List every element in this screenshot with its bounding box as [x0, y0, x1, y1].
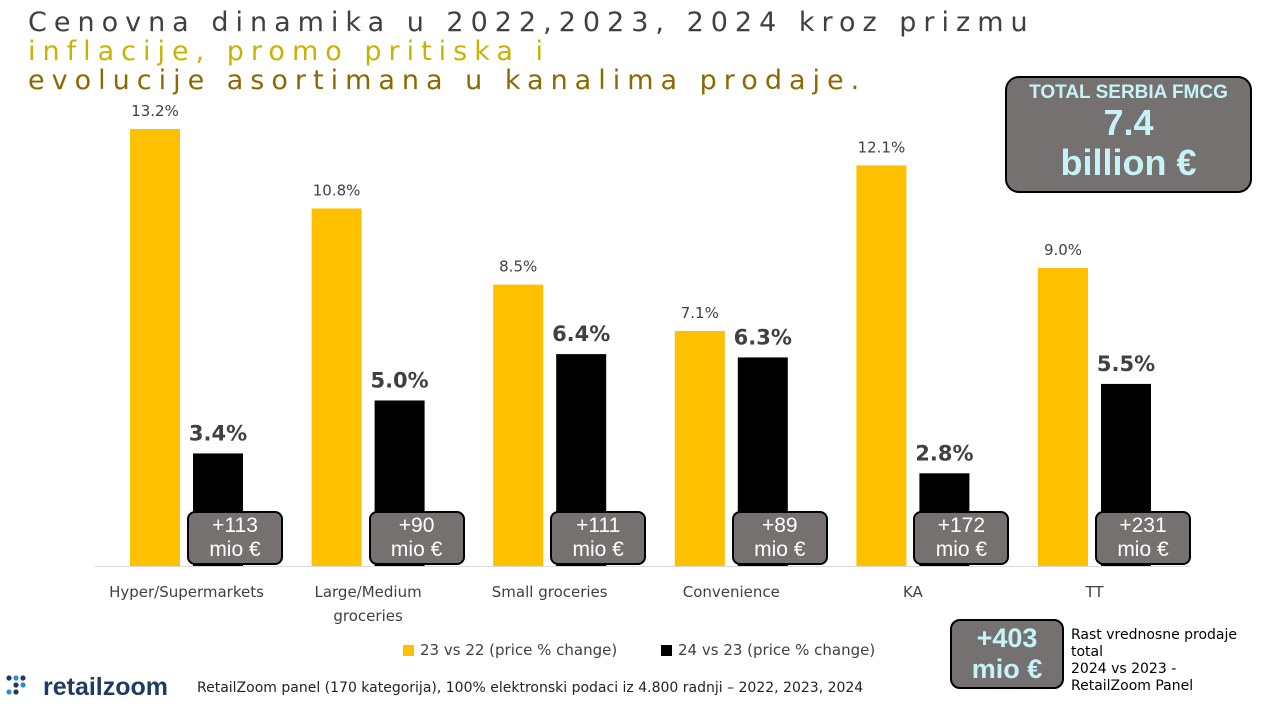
total-growth-box: +403 mio € [950, 619, 1064, 689]
growth-unit-3: mio € [754, 538, 806, 561]
note-line-1: Rast vrednosne prodaje [1071, 627, 1238, 643]
category-label-5: TT [1084, 583, 1104, 601]
category-label-3: Convenience [683, 583, 780, 601]
title-line-3: evolucije asortimana u kanalima prodaje. [28, 65, 867, 96]
growth-value-3: +89 [761, 514, 798, 537]
total-market-box: TOTAL SERBIA FMCG 7.4 billion € [1005, 76, 1252, 193]
data-label-series-1-5: 9.0% [1044, 241, 1082, 259]
total-growth-value: +403 [976, 623, 1038, 653]
bar-series-1-4 [856, 165, 907, 566]
category-label-0: Hyper/Supermarkets [109, 583, 264, 601]
logo-text: retailzoom [43, 672, 169, 701]
growth-box-0: +113 mio € [187, 511, 283, 565]
total-market-label: TOTAL SERBIA FMCG [1029, 82, 1228, 103]
total-growth-unit: mio € [971, 654, 1043, 684]
data-label-series-2-2: 6.4% [552, 322, 610, 346]
bar-series-1-5 [1038, 268, 1088, 566]
data-label-series-1-1: 10.8% [313, 181, 361, 199]
growth-value-5: +231 [1119, 514, 1167, 537]
note-line-3: 2024 vs 2023 - [1071, 661, 1177, 677]
retailzoom-logo: retailzoom [5, 672, 168, 702]
category-label-1-line-1: Large/Medium [314, 583, 421, 601]
data-label-series-1-0: 13.2% [131, 102, 179, 120]
data-label-series-2-4: 2.8% [915, 441, 973, 465]
bar-series-1-2 [493, 284, 544, 566]
growth-value-0: +113 [212, 514, 258, 537]
legend-swatch-series-2 [661, 644, 672, 656]
page-title: Cenovna dinamika u 2022,2023, 2024 kroz … [28, 8, 1028, 95]
growth-unit-1: mio € [390, 538, 443, 561]
category-label-1-line-2: groceries [333, 607, 403, 625]
bar-series-1-1 [311, 208, 362, 567]
legend-item-series-2: 24 vs 23 (price % change) [661, 641, 875, 659]
bar-series-1-0 [130, 129, 180, 566]
growth-value-1: +90 [398, 514, 435, 537]
growth-box-1: +90 mio € [368, 511, 465, 565]
growth-value-4: +172 [937, 514, 986, 537]
growth-value-2: +111 [576, 514, 621, 537]
growth-box-4: +172 mio € [913, 511, 1010, 565]
data-label-series-1-4: 12.1% [858, 138, 906, 156]
data-label-series-1-2: 8.5% [499, 258, 537, 276]
legend-item-series-1: 23 vs 22 (price % change) [403, 641, 617, 659]
growth-box-2: +111 mio € [550, 511, 647, 565]
growth-unit-5: mio € [1117, 538, 1169, 561]
legend-swatch-series-1 [403, 644, 414, 656]
data-source-note: RetailZoom panel (170 kategorija), 100% … [197, 680, 864, 696]
legend-label-series-1: 23 vs 22 (price % change) [420, 641, 618, 659]
category-label-4: KA [903, 583, 924, 601]
bar-series-1-3 [674, 330, 725, 566]
data-label-series-2-5: 5.5% [1097, 352, 1155, 376]
total-growth-note: Rast vrednosne prodaje total 2024 vs 202… [1071, 627, 1276, 695]
growth-box-3: +89 mio € [731, 511, 828, 565]
total-market-unit: billion € [1060, 142, 1197, 183]
title-line-1: Cenovna dinamika u 2022,2023, 2024 kroz … [28, 7, 1035, 38]
data-label-series-1-3: 7.1% [681, 304, 719, 322]
note-line-4: RetailZoom Panel [1071, 678, 1194, 694]
data-label-series-2-1: 5.0% [370, 368, 428, 392]
growth-unit-4: mio € [935, 538, 988, 561]
growth-unit-2: mio € [572, 538, 624, 561]
data-label-series-2-0: 3.4% [189, 421, 247, 445]
category-label-2: Small groceries [492, 583, 608, 601]
growth-unit-0: mio € [209, 538, 261, 561]
data-label-series-2-3: 6.3% [734, 325, 792, 349]
growth-box-5: +231 mio € [1095, 511, 1191, 565]
total-market-value: 7.4 [1103, 102, 1154, 143]
retailzoom-dots-icon [6, 675, 26, 700]
note-line-2: total [1071, 644, 1104, 660]
legend-label-series-2: 24 vs 23 (price % change) [678, 641, 876, 659]
title-line-2: inflacije, promo pritiska i [28, 36, 551, 67]
